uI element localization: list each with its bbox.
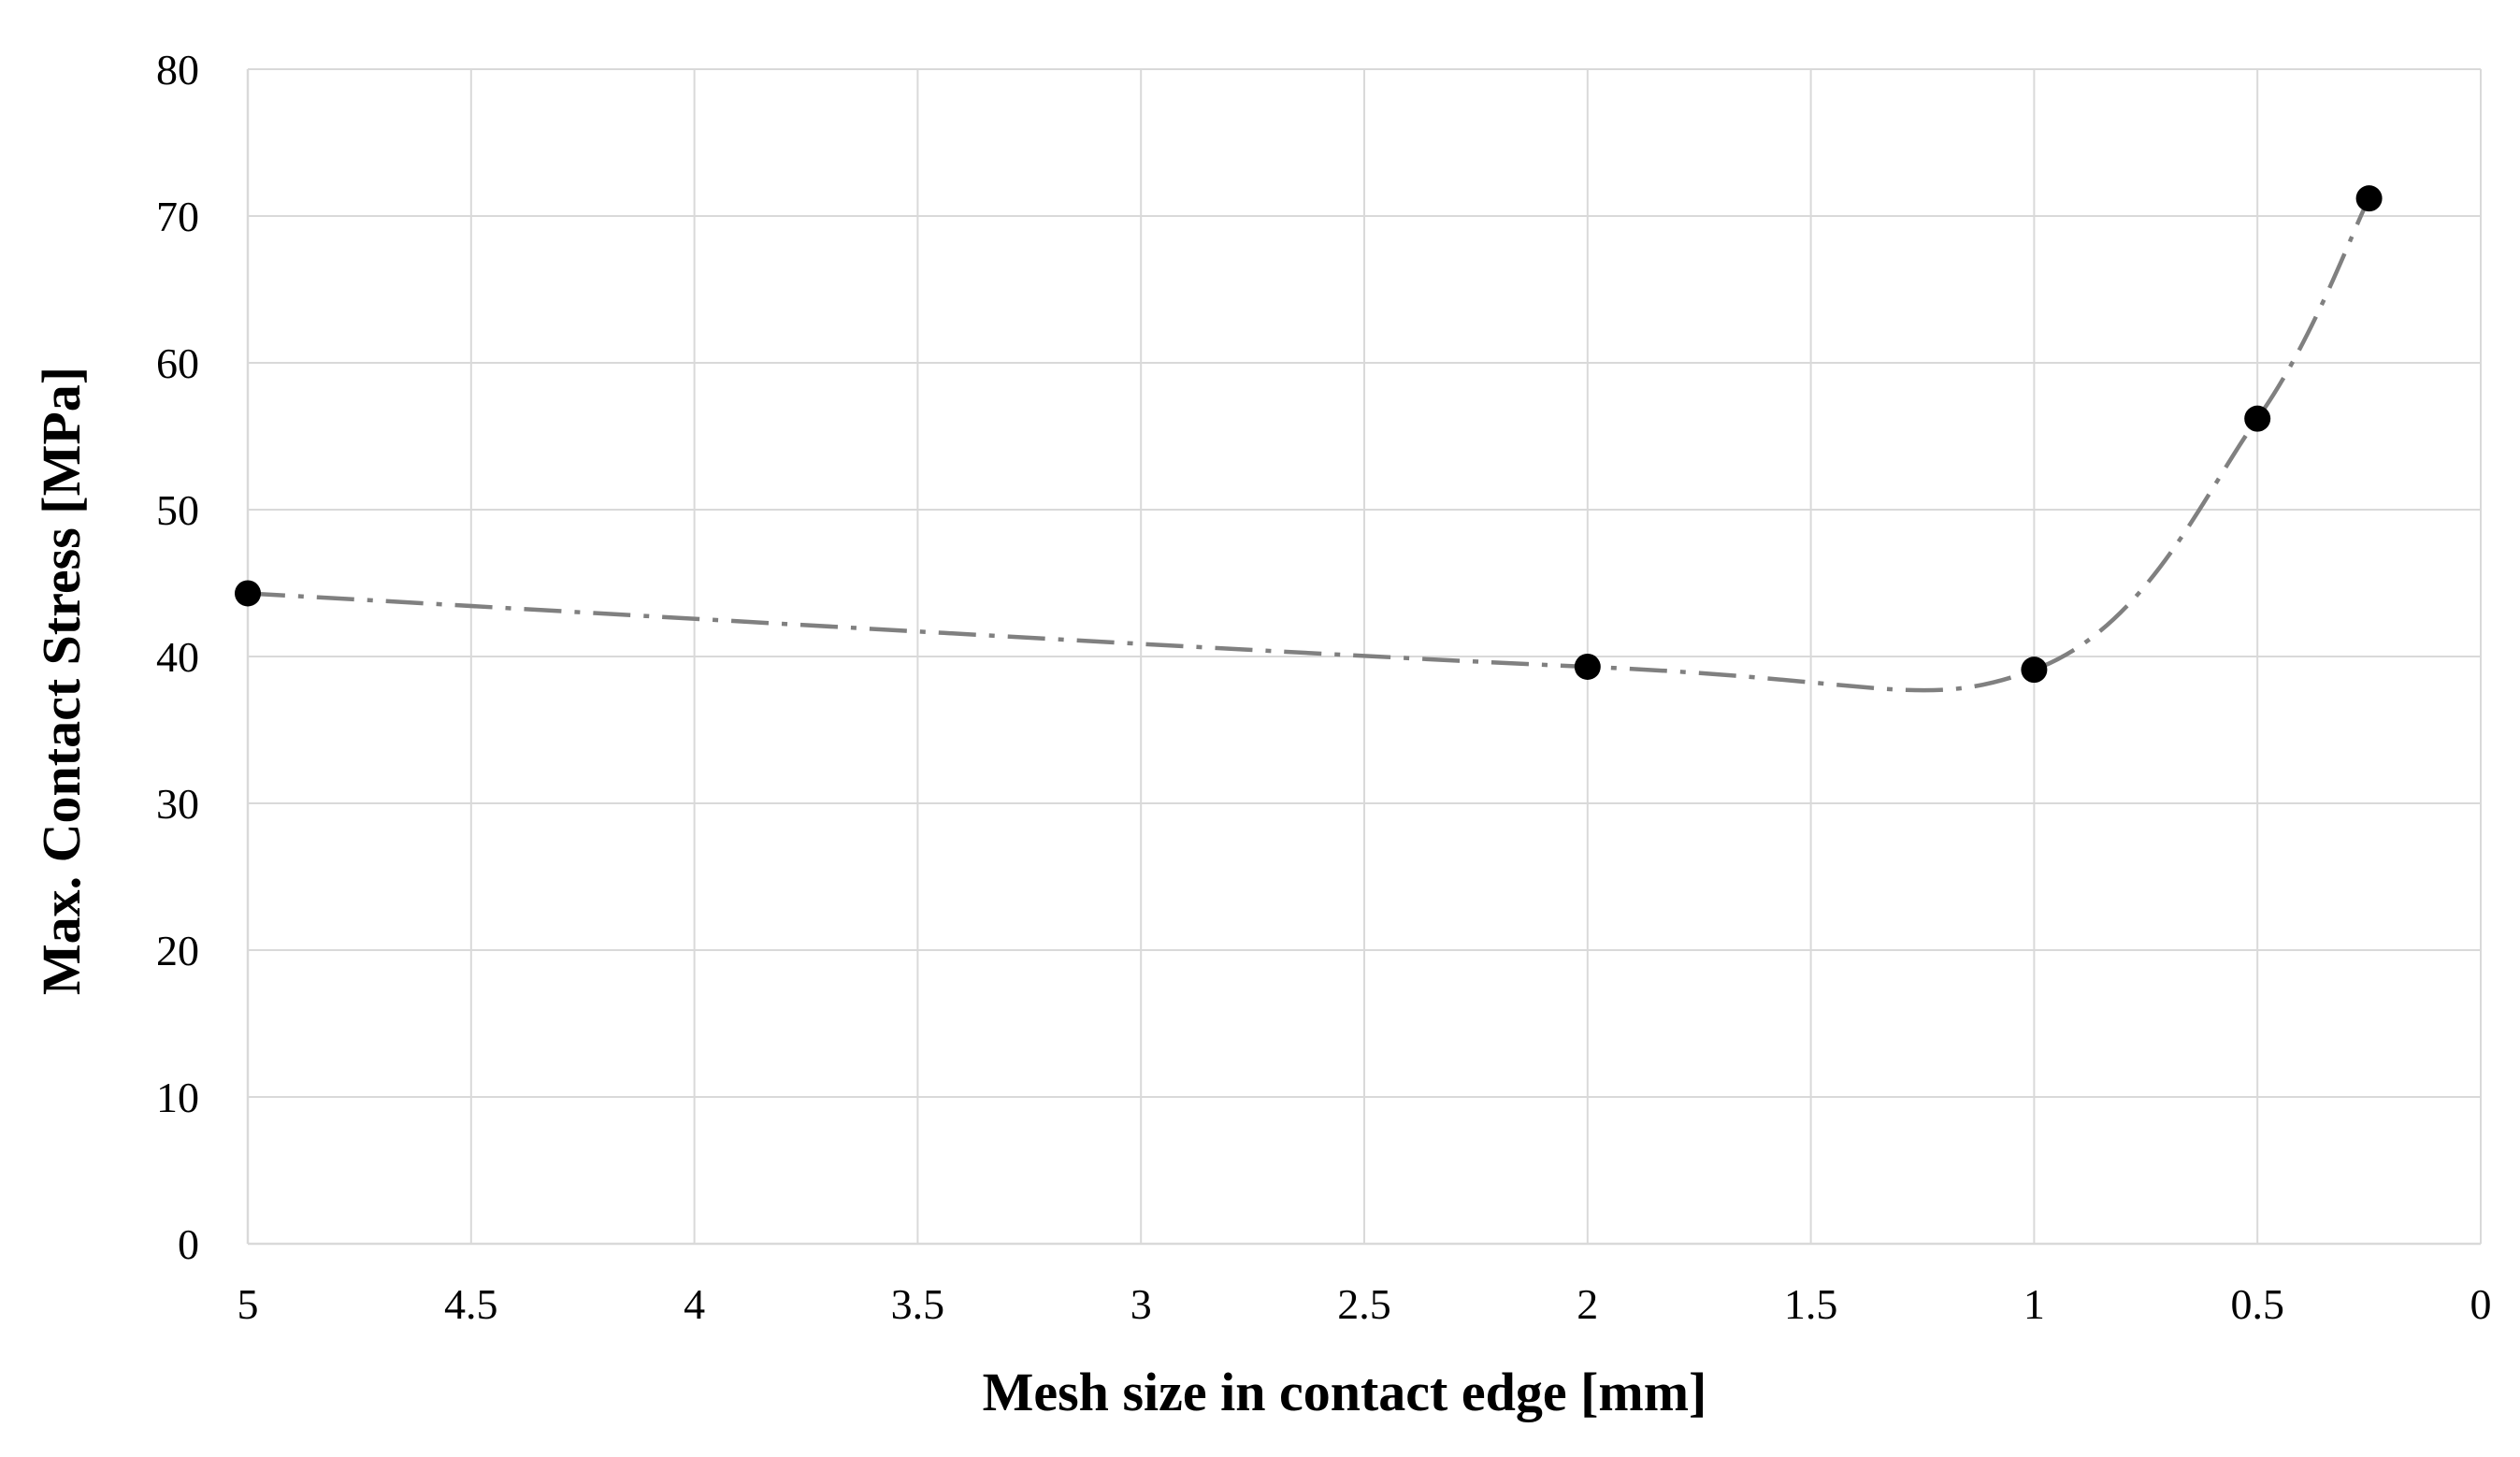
y-tick-label: 80	[156, 46, 199, 94]
y-tick-label: 70	[156, 193, 199, 240]
series-layer	[235, 185, 2383, 693]
data-point-marker	[235, 580, 261, 607]
x-tick-label: 1	[2023, 1280, 2045, 1328]
x-tick-label: 5	[238, 1280, 259, 1328]
y-tick-label: 40	[156, 633, 199, 681]
data-point-marker	[2021, 656, 2048, 684]
axis-layer	[246, 69, 2481, 1246]
y-tick-label: 20	[156, 927, 199, 974]
data-point-marker	[2244, 405, 2271, 432]
series-line	[247, 197, 2371, 693]
x-tick-label: 4	[684, 1280, 705, 1328]
data-point-marker	[1574, 653, 1601, 680]
x-tick-label: 4.5	[444, 1280, 498, 1328]
y-tick-label: 60	[156, 339, 199, 387]
x-tick-label: 0	[2470, 1280, 2492, 1328]
y-tick-label: 30	[156, 780, 199, 828]
y-tick-label: 50	[156, 486, 199, 534]
x-tick-label: 2.5	[1337, 1280, 1391, 1328]
y-tick-label: 10	[156, 1074, 199, 1121]
y-axis-title: Max. Contact Stress [MPa]	[31, 367, 92, 995]
tick-label-layer: 5 4.5 4 3.5 3 2.5 2 1.5 1 0.5 0 0 10 20 30 40 50 60 70 80	[156, 46, 2492, 1328]
y-tick-label: 0	[178, 1220, 199, 1268]
x-tick-label: 0.5	[2230, 1280, 2284, 1328]
x-tick-label: 3	[1130, 1280, 1152, 1328]
x-axis-title: Mesh size in contact edge [mm]	[983, 1362, 1707, 1422]
x-tick-label: 1.5	[1784, 1280, 1838, 1328]
x-tick-label: 3.5	[891, 1280, 945, 1328]
x-tick-label: 2	[1577, 1280, 1598, 1328]
data-point-marker	[2355, 185, 2383, 212]
